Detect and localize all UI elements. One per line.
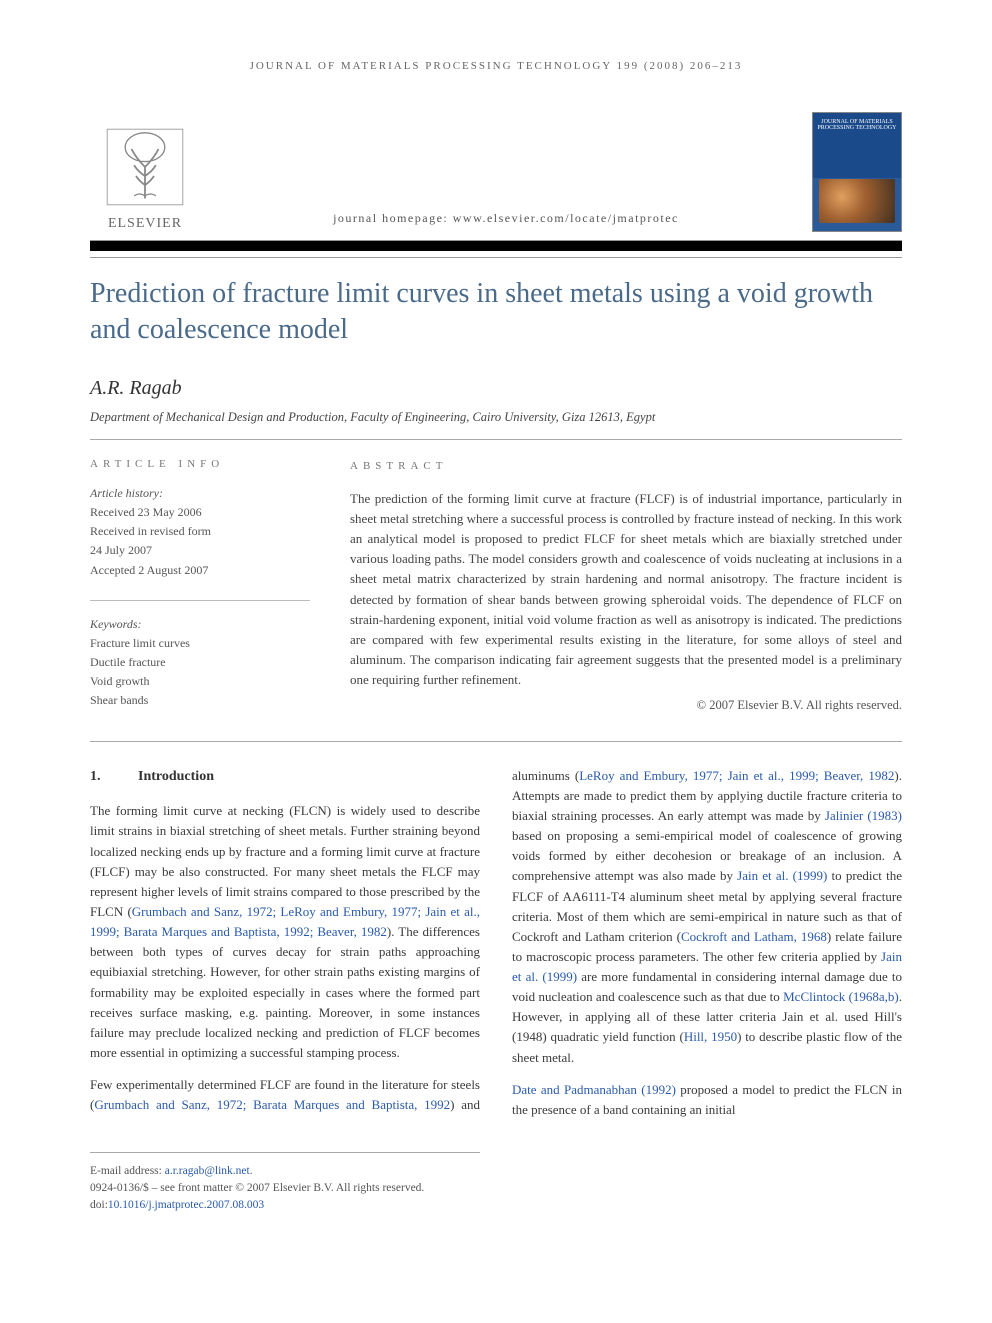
email-suffix: . <box>250 1165 253 1177</box>
section-1-heading: 1.Introduction <box>90 766 480 788</box>
history-revised-label: Received in revised form <box>90 522 310 541</box>
author-name: A.R. Ragab <box>90 377 902 400</box>
history-received: Received 23 May 2006 <box>90 503 310 522</box>
keyword: Void growth <box>90 672 310 691</box>
keywords-subhead: Keywords: <box>90 615 310 634</box>
citation-link[interactable]: and Baptista, 1992 <box>346 1097 450 1112</box>
keyword: Ductile fracture <box>90 653 310 672</box>
info-divider <box>90 600 310 601</box>
journal-homepage: journal homepage: www.elsevier.com/locat… <box>333 211 679 232</box>
citation-link[interactable]: Jain et al. (1999) <box>737 868 827 883</box>
citation-link[interactable]: LeRoy and Embury, 1977; Jain et al., 199… <box>579 768 894 783</box>
doi-line: doi:10.1016/j.jmatprotec.2007.08.003 <box>90 1197 480 1214</box>
article-info-column: ARTICLE INFO Article history: Received 2… <box>90 458 310 731</box>
journal-cover-thumbnail: JOURNAL OF MATERIALS PROCESSING TECHNOLO… <box>812 112 902 232</box>
abstract-heading: ABSTRACT <box>350 458 902 475</box>
elsevier-tree-icon <box>100 122 190 212</box>
body-text: The forming limit curve at necking (FLCN… <box>90 803 480 919</box>
info-abstract-row: ARTICLE INFO Article history: Received 2… <box>90 458 902 731</box>
abstract-text: The prediction of the forming limit curv… <box>350 489 902 690</box>
running-header: JOURNAL OF MATERIALS PROCESSING TECHNOLO… <box>90 60 902 72</box>
publisher-name: ELSEVIER <box>108 216 182 232</box>
corresponding-email-line: E-mail address: a.r.ragab@link.net. <box>90 1163 480 1180</box>
keywords-block: Keywords: Fracture limit curves Ductile … <box>90 615 310 711</box>
author-affiliation: Department of Mechanical Design and Prod… <box>90 410 902 425</box>
history-accepted: Accepted 2 August 2007 <box>90 561 310 580</box>
article-history-block: Article history: Received 23 May 2006 Re… <box>90 484 310 580</box>
history-revised-date: 24 July 2007 <box>90 541 310 560</box>
citation-link[interactable]: Jalinier (1983) <box>825 808 902 823</box>
article-info-heading: ARTICLE INFO <box>90 458 310 470</box>
body-text: ). The differences between both types of… <box>90 924 480 1060</box>
issn-copyright-line: 0924-0136/$ – see front matter © 2007 El… <box>90 1180 480 1197</box>
citation-link[interactable]: Date and Padmanabhan (1992) <box>512 1082 676 1097</box>
email-link[interactable]: a.r.ragab@link.net <box>165 1165 250 1177</box>
body-two-column: 1.Introduction The forming limit curve a… <box>90 766 902 1124</box>
email-label: E-mail address: <box>90 1165 165 1177</box>
title-divider-thin <box>90 257 902 258</box>
cover-title: JOURNAL OF MATERIALS PROCESSING TECHNOLO… <box>813 113 901 137</box>
masthead: ELSEVIER journal homepage: www.elsevier.… <box>90 112 902 241</box>
body-paragraph: Date and Padmanabhan (1992) proposed a m… <box>512 1080 902 1120</box>
title-divider-thick <box>90 241 902 251</box>
section-number: 1. <box>90 766 138 788</box>
doi-label: doi: <box>90 1199 108 1211</box>
copyright-line: © 2007 Elsevier B.V. All rights reserved… <box>350 696 902 715</box>
body-paragraph: The forming limit curve at necking (FLCN… <box>90 801 480 1063</box>
publisher-logo: ELSEVIER <box>90 112 200 232</box>
history-subhead: Article history: <box>90 484 310 503</box>
rule-below-abstract <box>90 741 902 742</box>
keyword: Fracture limit curves <box>90 634 310 653</box>
doi-link[interactable]: 10.1016/j.jmatprotec.2007.08.003 <box>108 1199 264 1211</box>
citation-link[interactable]: McClintock (1968a,b) <box>783 989 899 1004</box>
footer-block: E-mail address: a.r.ragab@link.net. 0924… <box>90 1152 480 1215</box>
abstract-column: ABSTRACT The prediction of the forming l… <box>350 458 902 731</box>
citation-link[interactable]: Cockroft and Latham, 1968 <box>681 929 827 944</box>
keyword: Shear bands <box>90 691 310 710</box>
citation-link[interactable]: Hill, 1950 <box>684 1029 737 1044</box>
citation-link[interactable]: Grumbach and Sanz, 1972; Barata Marques <box>94 1097 339 1112</box>
rule-above-abstract <box>90 439 902 440</box>
section-title: Introduction <box>138 769 214 784</box>
article-title: Prediction of fracture limit curves in s… <box>90 276 902 349</box>
cover-image-placeholder <box>819 179 895 223</box>
